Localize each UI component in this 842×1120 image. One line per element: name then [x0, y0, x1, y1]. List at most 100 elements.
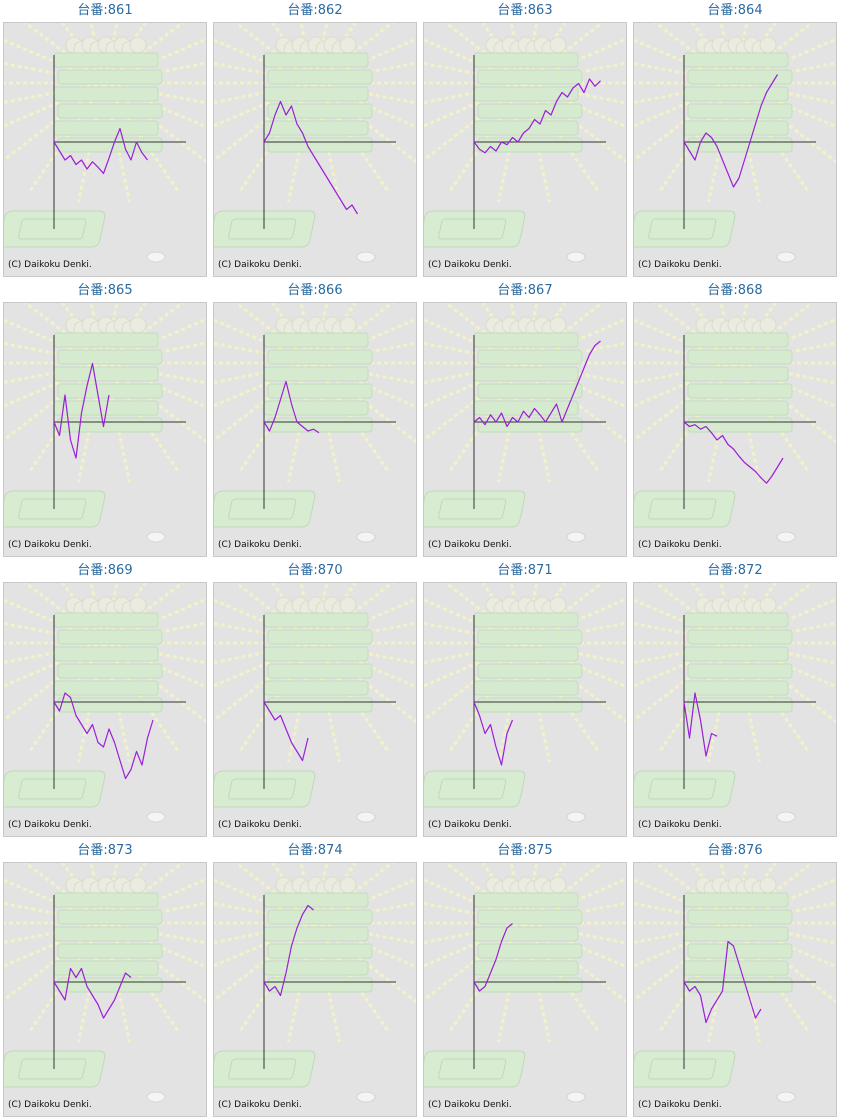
tray-shape: [57, 417, 163, 433]
ray: [733, 863, 815, 925]
machine-card: 台番:868 (C) Daikoku Denki.: [630, 280, 840, 560]
ray: [312, 922, 342, 1043]
tray-shape: [263, 366, 369, 382]
ray: [286, 82, 316, 203]
coin-shape: [566, 1091, 586, 1103]
machine-number-link[interactable]: 台番:872: [707, 563, 763, 578]
payout-graph-panel[interactable]: (C) Daikoku Denki.: [213, 302, 417, 557]
ray: [732, 922, 762, 1043]
bottom-tray-shape: [634, 1050, 736, 1088]
machine-number-link[interactable]: 台番:871: [497, 563, 553, 578]
payout-graph-panel[interactable]: (C) Daikoku Denki.: [3, 582, 207, 837]
copyright-text: (C) Daikoku Denki.: [428, 1100, 512, 1110]
tray-shape: [263, 612, 369, 628]
ray: [706, 362, 736, 483]
bottom-tray-shape: [214, 770, 316, 808]
tray-shape: [687, 383, 793, 399]
tray-shape: [687, 909, 793, 925]
tray-shape: [263, 680, 369, 696]
tray-shape: [267, 103, 373, 119]
payout-graph-panel[interactable]: (C) Daikoku Denki.: [633, 302, 837, 557]
ray: [23, 303, 105, 365]
ray: [522, 642, 552, 763]
bottom-tray-shape: [4, 770, 106, 808]
tray-shape: [473, 892, 579, 908]
machine-card: 台番:861 (C) Daikoku Denki.: [0, 0, 210, 280]
tray-shape: [53, 892, 159, 908]
ball-shape: [549, 876, 567, 894]
payout-graph-panel[interactable]: (C) Daikoku Denki.: [633, 862, 837, 1117]
payout-line: [683, 940, 762, 1024]
payout-graph-panel[interactable]: (C) Daikoku Denki.: [423, 302, 627, 557]
ray: [23, 23, 105, 85]
bottom-tray-shape: [634, 210, 736, 248]
payout-graph: [4, 23, 206, 263]
payout-graph-panel[interactable]: (C) Daikoku Denki.: [633, 22, 837, 277]
payout-graph-panel[interactable]: (C) Daikoku Denki.: [423, 862, 627, 1117]
machine-card: 台番:865 (C) Daikoku Denki.: [0, 280, 210, 560]
machine-number-link[interactable]: 台番:864: [707, 3, 763, 18]
payout-graph-panel[interactable]: (C) Daikoku Denki.: [213, 582, 417, 837]
tray-shape: [683, 612, 789, 628]
coin-shape: [776, 251, 796, 263]
ray: [443, 303, 525, 365]
tray-shape: [473, 612, 579, 628]
ray: [286, 642, 316, 763]
payout-line: [683, 74, 779, 188]
payout-graph-panel[interactable]: (C) Daikoku Denki.: [423, 22, 627, 277]
ray: [103, 303, 185, 365]
machine-number-link[interactable]: 台番:876: [707, 843, 763, 858]
machine-number-link[interactable]: 台番:866: [287, 283, 343, 298]
tray-shape: [53, 612, 159, 628]
machine-number-link[interactable]: 台番:862: [287, 3, 343, 18]
ray: [732, 82, 762, 203]
machine-number-link[interactable]: 台番:875: [497, 843, 553, 858]
machine-card: 台番:867 (C) Daikoku Denki.: [420, 280, 630, 560]
payout-graph-panel[interactable]: (C) Daikoku Denki.: [3, 22, 207, 277]
ray: [653, 23, 735, 85]
copyright-text: (C) Daikoku Denki.: [218, 1100, 302, 1110]
payout-graph-panel[interactable]: (C) Daikoku Denki.: [633, 582, 837, 837]
payout-graph: [4, 303, 206, 543]
machine-number-link[interactable]: 台番:865: [77, 283, 133, 298]
tray-shape: [687, 137, 793, 153]
machine-number-link[interactable]: 台番:863: [497, 3, 553, 18]
machine-number-link[interactable]: 台番:869: [77, 563, 133, 578]
tray-shape: [263, 892, 369, 908]
background-illustration: [4, 583, 206, 823]
payout-graph-panel[interactable]: (C) Daikoku Denki.: [423, 582, 627, 837]
payout-graph-panel[interactable]: (C) Daikoku Denki.: [213, 862, 417, 1117]
machine-number-link[interactable]: 台番:867: [497, 283, 553, 298]
tray-shape: [477, 909, 583, 925]
machine-number-link[interactable]: 台番:868: [707, 283, 763, 298]
tray-shape: [53, 680, 159, 696]
tray-shape: [687, 417, 793, 433]
tray-shape: [477, 943, 583, 959]
tray-shape: [57, 383, 163, 399]
machine-number-link[interactable]: 台番:870: [287, 563, 343, 578]
payout-graph-panel[interactable]: (C) Daikoku Denki.: [3, 302, 207, 557]
ray: [443, 863, 525, 925]
tray-shape: [57, 629, 163, 645]
copyright-text: (C) Daikoku Denki.: [218, 820, 302, 830]
background-illustration: [634, 583, 836, 823]
payout-graph: [214, 863, 416, 1103]
machine-number-link[interactable]: 台番:873: [77, 843, 133, 858]
payout-graph-panel[interactable]: (C) Daikoku Denki.: [213, 22, 417, 277]
payout-line: [263, 100, 359, 215]
tray-shape: [687, 349, 793, 365]
machine-number-link[interactable]: 台番:861: [77, 3, 133, 18]
tray-shape: [477, 69, 583, 85]
tray-shape: [477, 417, 583, 433]
payout-line: [473, 78, 601, 154]
tray-shape: [473, 926, 579, 942]
machine-number-link[interactable]: 台番:874: [287, 843, 343, 858]
ball-shape: [759, 316, 777, 334]
ray: [102, 922, 132, 1043]
payout-graph-panel[interactable]: (C) Daikoku Denki.: [3, 862, 207, 1117]
ray: [76, 642, 106, 763]
ray: [103, 583, 185, 645]
tray-shape: [267, 69, 373, 85]
tray-shape: [267, 629, 373, 645]
